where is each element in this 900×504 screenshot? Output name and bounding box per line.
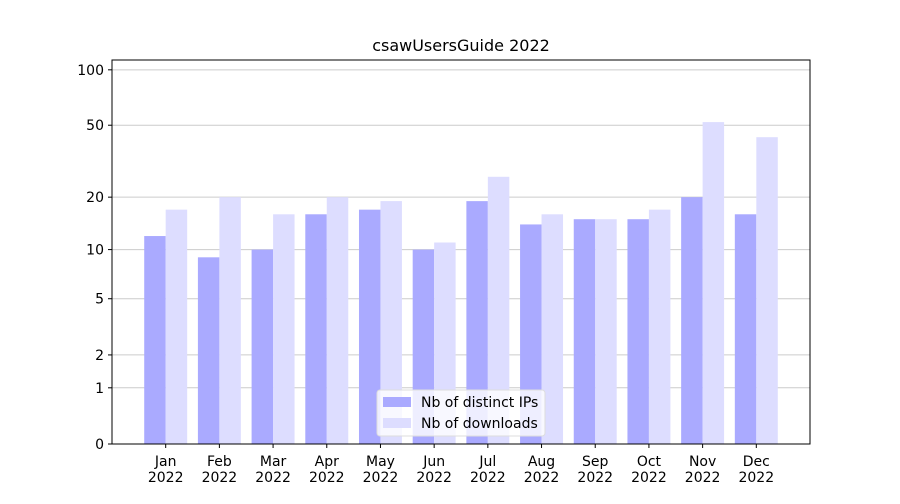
x-tick-label: 2022 xyxy=(309,470,345,486)
x-tick-label: Jan xyxy=(154,454,177,470)
bar xyxy=(358,209,381,444)
bar xyxy=(756,137,778,444)
bar xyxy=(681,197,703,444)
x-tick-label: 2022 xyxy=(416,470,452,486)
bar xyxy=(251,249,274,444)
x-tick-label: Nov xyxy=(689,454,716,470)
x-tick-label: 2022 xyxy=(148,470,184,486)
y-tick-label: 100 xyxy=(77,63,104,79)
x-tick-label: Dec xyxy=(743,454,770,470)
bar xyxy=(305,214,327,444)
bar xyxy=(326,197,349,444)
bar xyxy=(573,219,596,444)
bar xyxy=(380,201,402,444)
x-tick-label: Apr xyxy=(315,454,339,470)
x-tick-label: 2022 xyxy=(738,470,774,486)
x-tick-label: 2022 xyxy=(577,470,613,486)
bar xyxy=(144,236,166,444)
legend-box xyxy=(376,389,546,437)
x-tick-label: 2022 xyxy=(470,470,506,486)
x-tick-label: Feb xyxy=(207,454,232,470)
bar xyxy=(595,219,617,444)
bar xyxy=(165,209,188,444)
bar xyxy=(648,209,671,444)
x-tick-label: 2022 xyxy=(363,470,399,486)
bar xyxy=(197,257,220,444)
y-tick-label: 20 xyxy=(86,190,104,206)
x-tick-label: Jul xyxy=(478,454,496,470)
legend-label: Nb of distinct IPs xyxy=(421,395,538,411)
bar xyxy=(702,122,725,444)
x-tick-label: 2022 xyxy=(202,470,238,486)
plot-frame xyxy=(111,59,811,445)
bar xyxy=(487,176,510,444)
x-tick-label: Mar xyxy=(260,454,287,470)
bar xyxy=(273,214,295,444)
x-tick-label: Oct xyxy=(637,454,662,470)
x-tick-label: 2022 xyxy=(631,470,667,486)
bar xyxy=(466,201,488,444)
y-tick-label: 10 xyxy=(86,243,104,259)
legend-swatch xyxy=(383,397,411,407)
x-tick-label: 2022 xyxy=(524,470,560,486)
x-tick-label: Aug xyxy=(528,454,555,470)
x-tick-label: Sep xyxy=(582,454,609,470)
legend: Nb of distinct IPs Nb of downloads xyxy=(376,389,546,437)
x-tick-label: May xyxy=(366,454,395,470)
legend-swatch xyxy=(383,418,411,428)
x-tick-label: Jun xyxy=(422,454,445,470)
y-tick-label: 2 xyxy=(95,348,104,364)
bar xyxy=(541,214,564,444)
bar xyxy=(627,219,649,444)
y-tick-label: 5 xyxy=(95,292,104,308)
bar xyxy=(219,197,241,444)
y-tick-label: 1 xyxy=(95,381,104,397)
y-tick-label: 0 xyxy=(95,437,104,453)
y-tick-label: 50 xyxy=(86,118,104,134)
bar xyxy=(520,224,542,444)
bar xyxy=(734,214,757,444)
chart-title: csawUsersGuide 2022 xyxy=(372,36,550,55)
x-tick-label: 2022 xyxy=(685,470,721,486)
legend-label: Nb of downloads xyxy=(421,416,538,432)
x-tick-label: 2022 xyxy=(255,470,291,486)
